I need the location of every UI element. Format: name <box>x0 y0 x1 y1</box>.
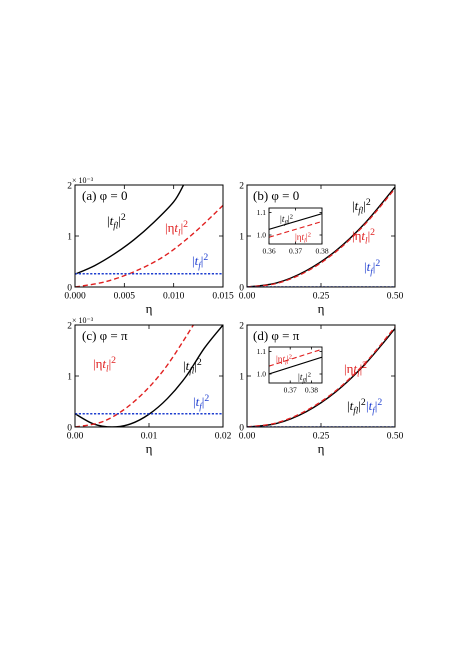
panel-d-inset-xtick-label: 0.37 <box>284 386 297 395</box>
panel-a-xtick-label: 0.000 <box>64 292 86 302</box>
panel-d-inset-series-label: |ηtl|2 <box>276 353 292 366</box>
panel-d-inset-series-dashed <box>269 348 322 367</box>
panel-c-series-label: |tfl|2 <box>183 357 202 375</box>
panel-d-inset-ytick-label: 1.0 <box>257 370 267 379</box>
panel-a-series-dashed <box>75 204 223 287</box>
panel-a-xtick-label: 0.015 <box>212 292 234 302</box>
panel-d-xlabel: η <box>318 441 325 456</box>
panel-b-inset-series-label: |ηtl|2 <box>295 231 311 244</box>
panel-d-ytick-label: 0 <box>239 423 244 433</box>
panel-b-xtick-label: 0.25 <box>313 292 330 302</box>
panel-c-series-dashed <box>75 325 194 427</box>
panel-c-xtick-label: 0.00 <box>67 432 84 442</box>
panel-b-inset-series-label: |tfl|2 <box>280 213 293 226</box>
panel-b-inset-ytick-label: 1.0 <box>257 231 267 240</box>
panel-b-inset: 0.36 0.37 0.38 1.0 1.1 |tfl|2|ηtl|2 <box>257 207 329 256</box>
panel-c-xlabel: η <box>146 441 153 456</box>
panel-a-series-label: |tf|2 <box>192 252 208 270</box>
panel-b-ytick-label: 2 <box>239 181 244 191</box>
panel-b-xtick-label: 0.50 <box>387 292 404 302</box>
panel-d-ytick-label: 2 <box>239 321 244 331</box>
panel-b-series-label: |tfl|2 <box>352 197 371 215</box>
panel-d-inset-series-solid <box>269 356 322 375</box>
panel-b-series-label: |ηtl|2 <box>352 227 375 245</box>
panel-c-series-label: |ηtl|2 <box>93 355 116 373</box>
panel-b-inset-xtick-label: 0.37 <box>289 247 302 256</box>
panel-a-ytick-label: 1 <box>67 232 72 242</box>
panel-b-inset-xtick-label: 0.38 <box>315 247 328 256</box>
panel-d-xtick-label: 0.50 <box>387 432 404 442</box>
panel-a-frame <box>74 184 224 288</box>
panel-b-inset-series-solid <box>269 213 322 230</box>
panel-b-xtick-label: 0.00 <box>239 292 256 302</box>
panel-c-series-label: |tf|2 <box>193 393 209 411</box>
panel-c-ytick-label: 2 <box>67 321 72 331</box>
panel-d-inset-series-label: |tfl|2 <box>298 371 311 384</box>
panel-b-label: (b) φ = 0 <box>253 188 299 203</box>
panel-d-xtick-label: 0.25 <box>313 432 330 442</box>
panel-d-inset-ytick-label: 1.1 <box>257 347 267 356</box>
panel-a-ytick-label: 2 <box>67 181 72 191</box>
panel-a-series-solid <box>75 185 185 275</box>
panel-a-xlabel: η <box>146 301 153 316</box>
panel-d-frame <box>246 324 396 428</box>
panel-c-ytick-label: 0 <box>67 423 72 433</box>
panel-b-inset-bg <box>269 208 322 244</box>
panel-b-frame <box>246 184 396 288</box>
panel-b-ytick-label: 1 <box>239 232 244 242</box>
panel-c-label: (c) φ = π <box>82 328 128 343</box>
panel-d: 0.00 0.25 0.50 0 1 2 η (d) φ = π |tfl|2 |ηtl|2 |tf… <box>239 321 404 456</box>
panel-c: 0.00 0.01 0.02 0 1 2 η (c) φ = π × 10⁻³ |tfl|2 |ηt… <box>67 316 232 456</box>
panel-c-frame <box>74 324 224 428</box>
panel-c-ytick-label: 1 <box>67 372 72 382</box>
panel-b-inset-series-dashed <box>269 220 322 238</box>
panel-c-scale-label: × 10⁻³ <box>72 316 94 325</box>
panel-d-series-label: |tfl|2 <box>347 397 366 415</box>
panel-b-series-dashed <box>247 188 395 287</box>
panel-a-ytick-label: 0 <box>67 283 72 293</box>
panel-d-ytick-label: 1 <box>239 372 244 382</box>
panel-b-inset-xtick-label: 0.36 <box>262 247 275 256</box>
panel-d-inset-frame <box>268 346 323 384</box>
panel-b-ytick-label: 0 <box>239 283 244 293</box>
panel-d-inset-xtick-label: 0.38 <box>305 386 318 395</box>
panel-d-label: (d) φ = π <box>253 328 300 343</box>
panel-d-inset: 0.37 0.38 1.0 1.1 |ηtl|2 |tfl|2 <box>257 346 323 395</box>
panel-b-inset-frame <box>268 207 323 245</box>
panel-a: 0.000 0.005 0.010 0.015 0 1 2 η (a) φ = 0 × 10⁻³ |… <box>64 176 234 316</box>
panel-d-series-label: |tf|2 <box>366 397 382 415</box>
panel-a-series-label: |tfl|2 <box>107 212 126 230</box>
panel-a-series-label: |ηtl|2 <box>165 219 188 237</box>
panel-c-xtick-label: 0.01 <box>141 432 158 442</box>
panel-b-xlabel: η <box>318 301 325 316</box>
panel-b-inset-ytick-label: 1.1 <box>257 208 267 217</box>
panel-a-xtick-label: 0.005 <box>114 292 136 302</box>
panel-a-label: (a) φ = 0 <box>82 188 128 203</box>
panel-a-scale-label: × 10⁻³ <box>72 176 94 185</box>
panel-d-series-label: |ηtl|2 <box>344 360 367 378</box>
panel-c-xtick-label: 0.02 <box>215 432 232 442</box>
panel-b-series-label: |tf|2 <box>364 258 380 276</box>
panel-d-xtick-label: 0.00 <box>239 432 256 442</box>
panel-a-xtick-label: 0.010 <box>163 292 185 302</box>
panel-d-series-dashed <box>247 326 395 427</box>
